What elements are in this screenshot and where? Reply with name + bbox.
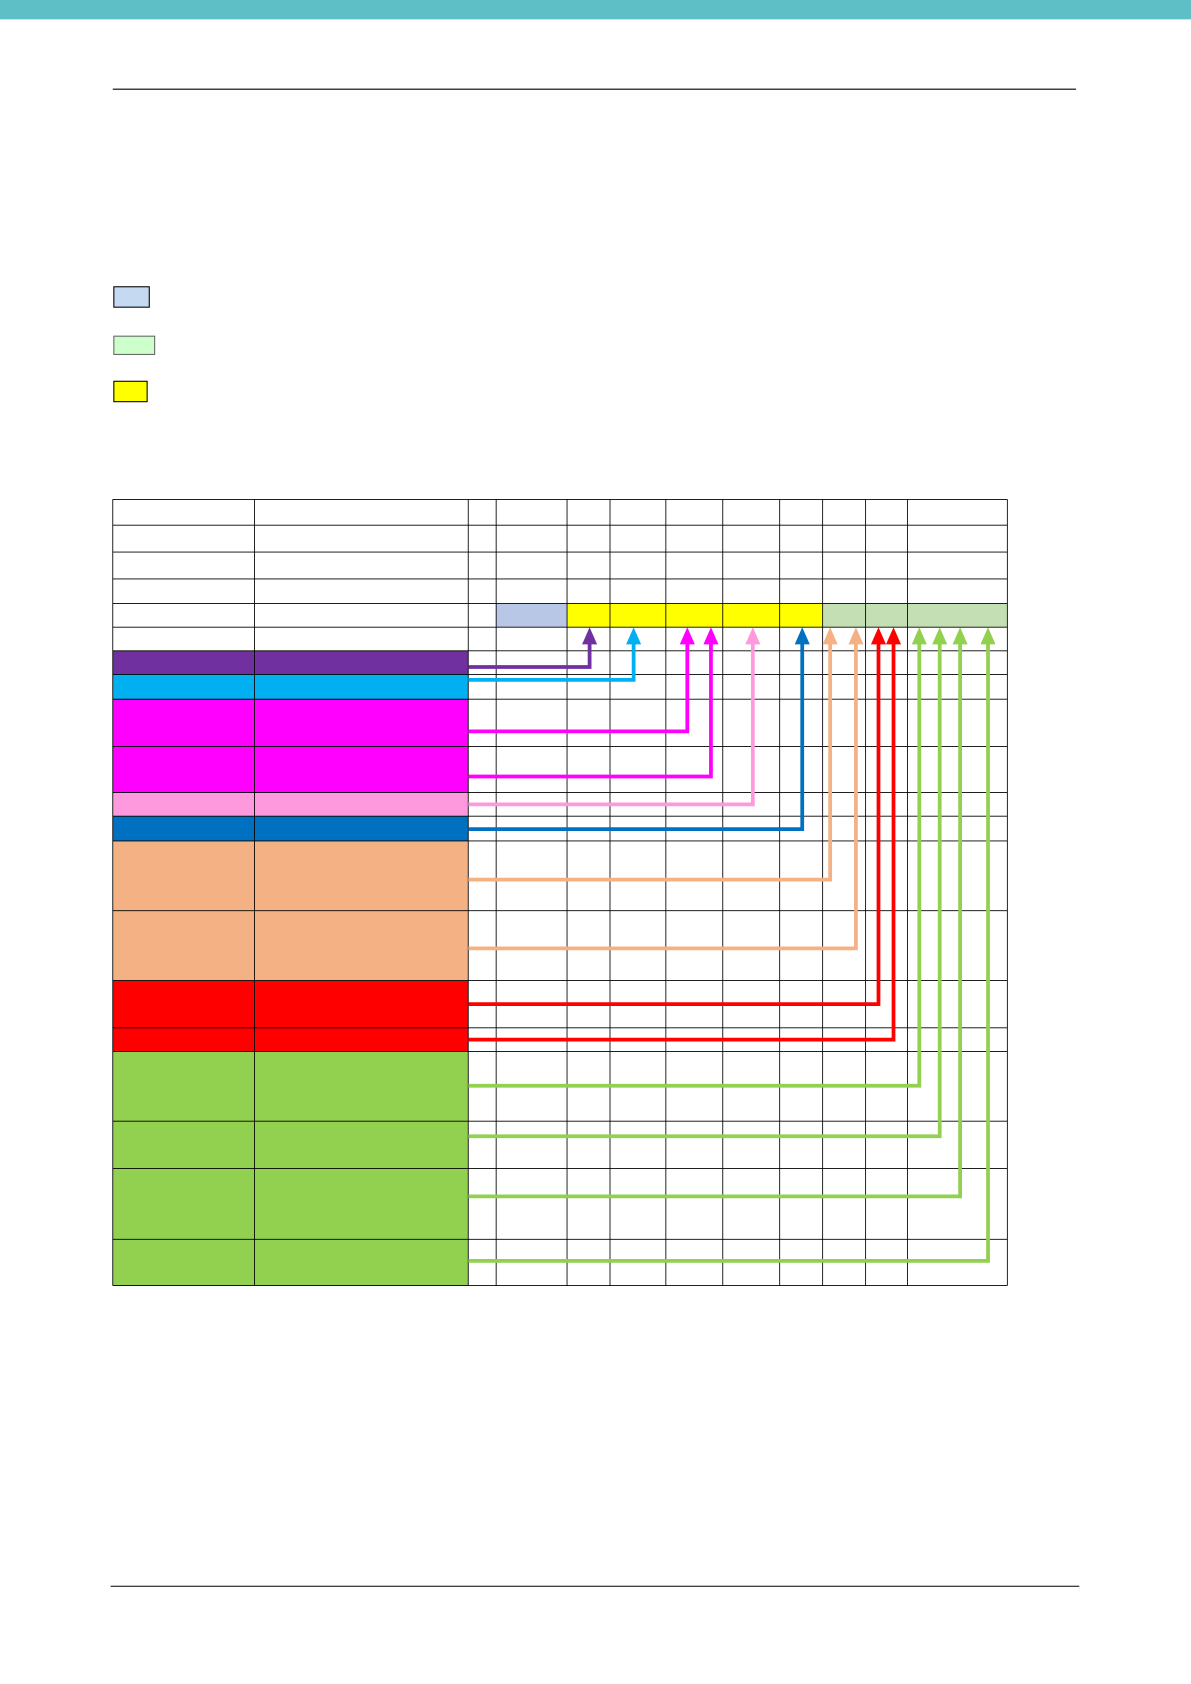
connector — [468, 642, 690, 734]
arrowhead — [848, 627, 864, 645]
legend-swatch — [113, 380, 148, 403]
arrowhead — [911, 627, 927, 645]
connector — [468, 642, 858, 951]
top-bar — [0, 0, 1191, 20]
row-fill — [112, 746, 469, 793]
row-fill — [112, 674, 469, 700]
arrowhead — [679, 627, 695, 645]
connector — [468, 642, 755, 807]
arrowhead — [932, 627, 948, 645]
cell-fill — [496, 603, 568, 628]
arrowhead — [626, 627, 642, 645]
arrowhead — [980, 627, 996, 645]
row-fill — [112, 816, 469, 841]
arrowhead — [952, 627, 968, 645]
connector — [468, 642, 636, 682]
row-fill — [112, 792, 469, 817]
arrowhead — [886, 627, 902, 645]
connector — [468, 642, 805, 831]
row-fill — [112, 1051, 469, 1122]
connector — [468, 642, 942, 1139]
arrowhead — [745, 627, 761, 645]
arrowhead — [703, 627, 719, 645]
connector — [468, 642, 922, 1088]
row-fill — [112, 699, 469, 747]
connector — [468, 642, 881, 1007]
row-fill — [112, 1168, 469, 1240]
row-fill — [112, 980, 469, 1028]
arrowhead — [582, 627, 598, 645]
connector — [468, 642, 896, 1042]
row-fill — [112, 1239, 469, 1286]
row-fill — [112, 1121, 469, 1169]
row-fill — [112, 1027, 469, 1052]
connector — [468, 642, 833, 882]
connector — [468, 642, 713, 779]
row-fill — [112, 840, 469, 911]
connector — [468, 642, 592, 669]
cell-fill — [822, 603, 1008, 628]
legend-swatch — [113, 335, 156, 355]
arrows — [468, 627, 996, 1263]
connector — [468, 642, 990, 1263]
legend-swatch — [113, 286, 150, 308]
row-fill — [112, 650, 469, 675]
row-fill — [112, 910, 469, 981]
arrowhead — [822, 627, 838, 645]
connector — [468, 642, 962, 1199]
arrowhead — [870, 627, 887, 645]
matrix-table — [112, 498, 1008, 1286]
cell-fill — [567, 603, 823, 628]
arrowhead — [794, 627, 810, 645]
